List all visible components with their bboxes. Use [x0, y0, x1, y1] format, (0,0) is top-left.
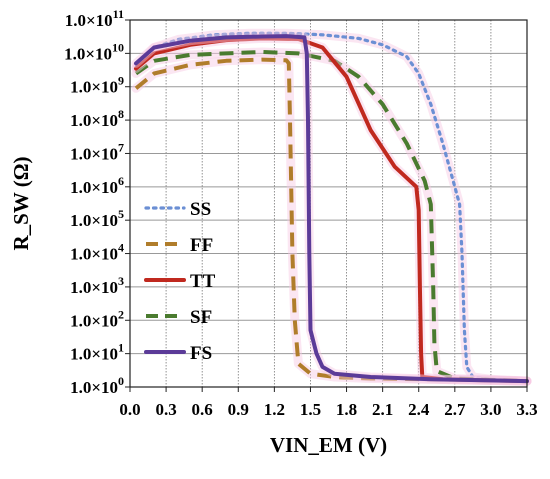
legend-label-sf: SF [190, 307, 212, 328]
y-tick-mantissa: 1.0×10 [70, 245, 118, 264]
legend: SS FF TT SF FS [144, 199, 216, 364]
y-tick-label: 1.0×107 [70, 140, 124, 163]
y-tick-mantissa: 1.0×10 [64, 44, 112, 63]
y-tick-mantissa: 1.0×10 [70, 111, 118, 130]
y-tick-mantissa: 1.0×10 [70, 78, 118, 97]
y-tick-mantissa: 1.0×10 [70, 345, 118, 364]
series-line-sf [134, 50, 528, 384]
y-tick-label: 1.0×106 [70, 174, 124, 197]
legend-label-fs: FS [190, 343, 212, 364]
plot-frame [129, 19, 528, 388]
series-line-tt [134, 36, 529, 384]
y-tick-exponent: 0 [118, 374, 124, 388]
y-axis-title: R_SW (Ω) [9, 156, 33, 250]
y-tick-label: 1.0×102 [70, 307, 124, 330]
legend-label-ff: FF [190, 235, 213, 256]
y-tick-exponent: 5 [118, 207, 124, 221]
legend-label-tt: TT [190, 271, 216, 292]
x-axis-ticks: 0.0 0.3 0.6 0.9 1.2 1.5 1.8 2.1 2.4 2.7 3.0 3.3 [119, 387, 538, 419]
x-tick-label: 0.6 [192, 400, 213, 419]
y-tick-mantissa: 1.0×10 [65, 11, 113, 30]
y-tick-mantissa: 1.0×10 [70, 211, 118, 230]
y-tick-label: 1.0×109 [70, 74, 124, 97]
x-tick-label: 2.4 [408, 400, 430, 419]
x-tick-label: 1.2 [264, 400, 285, 419]
y-tick-exponent: 2 [118, 307, 124, 321]
y-tick-label: 1.0×1010 [64, 40, 124, 63]
x-tick-label: 3.3 [516, 400, 537, 419]
y-tick-exponent: 3 [118, 274, 124, 288]
x-tick-label: 1.8 [336, 400, 357, 419]
y-tick-label: 1.0×108 [70, 107, 124, 130]
x-axis-title: VIN_EM (V) [270, 433, 387, 457]
y-tick-mantissa: 1.0×10 [70, 178, 118, 197]
y-axis-ticks: 1.0×1001.0×1011.0×1021.0×1031.0×1041.0×1… [64, 7, 130, 397]
y-tick-mantissa: 1.0×10 [70, 144, 118, 163]
series-line-ff [134, 57, 528, 384]
y-tick-label: 1.0×101 [70, 341, 124, 364]
y-tick-exponent: 9 [118, 74, 124, 88]
y-tick-exponent: 8 [118, 107, 124, 121]
series-layer [131, 28, 532, 386]
y-tick-exponent: 1 [118, 341, 124, 355]
x-tick-label: 0.9 [228, 400, 249, 419]
y-tick-label: 1.0×104 [70, 241, 124, 264]
y-tick-exponent: 6 [118, 174, 124, 188]
y-tick-mantissa: 1.0×10 [70, 278, 118, 297]
y-tick-label: 1.0×105 [70, 207, 124, 230]
x-tick-label: 0.3 [155, 400, 176, 419]
series-line-fs [134, 34, 529, 384]
legend-label-ss: SS [190, 199, 211, 220]
y-tick-exponent: 11 [113, 7, 124, 21]
y-tick-exponent: 10 [112, 40, 124, 54]
y-tick-label: 1.0×1011 [65, 7, 124, 30]
y-tick-mantissa: 1.0×10 [70, 311, 118, 330]
x-tick-label: 3.0 [480, 400, 501, 419]
x-tick-label: 2.1 [372, 400, 393, 419]
x-tick-label: 0.0 [119, 400, 140, 419]
y-tick-exponent: 4 [118, 241, 124, 255]
series-line-ss [134, 31, 529, 383]
y-tick-mantissa: 1.0×10 [70, 378, 118, 397]
y-tick-label: 1.0×100 [70, 374, 124, 397]
y-tick-label: 1.0×103 [70, 274, 124, 297]
x-tick-label: 2.7 [444, 400, 466, 419]
y-tick-exponent: 7 [118, 140, 124, 154]
x-tick-label: 1.5 [300, 400, 321, 419]
